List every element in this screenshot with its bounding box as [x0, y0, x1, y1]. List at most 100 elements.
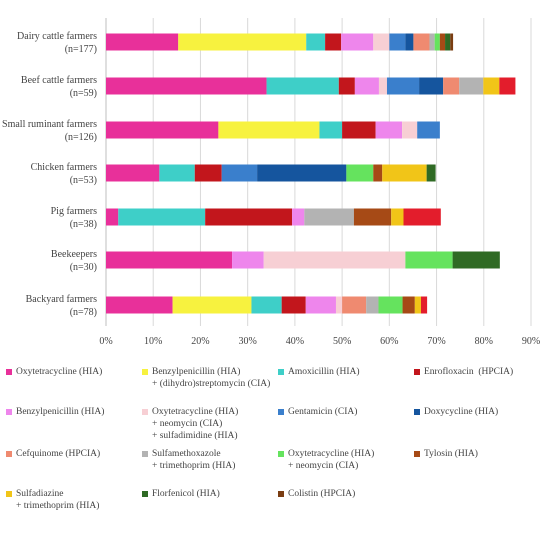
category-label: Beekeepers (n=30): [51, 249, 97, 273]
legend-label: Oxytetracycline (HIA): [16, 367, 103, 377]
legend-item: Sulfamethoxazole + trimethoprim (HIA): [142, 448, 235, 472]
bar-segment: [194, 164, 222, 182]
bar-segment: [292, 208, 305, 226]
legend-label: Oxytetracycline (HIA) + neomycin (CIA): [288, 449, 375, 471]
bar-segment: [118, 208, 206, 226]
bar-segment: [354, 77, 379, 95]
legend-label: Oxytetracycline (HIA) + neomycin (CIA) +…: [152, 407, 239, 441]
bar-segment: [417, 121, 440, 139]
x-tick-label: 10%: [144, 336, 162, 347]
bar-segment: [221, 164, 258, 182]
category-label: Pig farmers (n=38): [51, 206, 97, 230]
x-tick-label: 70%: [427, 336, 445, 347]
bar-segment: [403, 208, 441, 226]
legend-label: Tylosin (HIA): [424, 449, 478, 459]
x-tick-label: 90%: [522, 336, 540, 347]
bar-segment: [106, 33, 179, 51]
bar-segment: [402, 296, 415, 314]
bar-segment: [251, 296, 282, 314]
bar-segment: [159, 164, 195, 182]
bar-segment: [341, 33, 374, 51]
bar-segment: [232, 251, 264, 269]
legend-item: Oxytetracycline (HIA) + neomycin (CIA) +…: [142, 406, 238, 442]
bar-segment: [434, 33, 440, 51]
legend-item: Amoxicillin (HIA): [278, 366, 360, 378]
legend-item: Oxytetracycline (HIA) + neomycin (CIA): [278, 448, 374, 472]
bar-segment: [106, 77, 267, 95]
bar-segment: [305, 296, 336, 314]
legend-swatch: [142, 409, 148, 415]
bar-segment: [335, 296, 343, 314]
legend-label: Gentamicin (CIA): [288, 407, 358, 417]
legend-item: Gentamicin (CIA): [278, 406, 357, 418]
bar-segment: [452, 251, 500, 269]
bars: [106, 33, 516, 314]
x-tick-label: 20%: [191, 336, 209, 347]
legend-item: Florfenicol (HIA): [142, 488, 220, 500]
bar-segment: [499, 77, 516, 95]
legend-label: Florfenicol (HIA): [152, 489, 220, 499]
bar-segment: [373, 164, 383, 182]
bar-segment: [106, 296, 173, 314]
bar-segment: [178, 33, 307, 51]
bar-segment: [266, 77, 339, 95]
legend-label: Amoxicillin (HIA): [288, 367, 360, 377]
legend-item: Doxycycline (HIA): [414, 406, 498, 418]
legend-label: Doxycycline (HIA): [424, 407, 499, 417]
legend-swatch: [414, 451, 420, 457]
legend-swatch: [142, 451, 148, 457]
bar-segment: [366, 296, 379, 314]
bar-segment: [483, 77, 500, 95]
bar-segment: [319, 121, 343, 139]
bar-segment: [420, 296, 428, 314]
bar-segment: [106, 208, 119, 226]
legend-swatch: [6, 369, 12, 375]
bar-segment: [172, 296, 252, 314]
bar-segment: [353, 208, 392, 226]
category-label: Dairy cattle farmers (n=177): [17, 31, 97, 55]
bar-segment: [106, 164, 160, 182]
bar-segment: [405, 251, 453, 269]
stacked-bar-chart: Dairy cattle farmers (n=177) Beef cattle f…: [2, 18, 540, 347]
legend-item: Oxytetracycline (HIA): [6, 366, 102, 378]
bar-segment: [402, 121, 418, 139]
legend-label: Benzylpenicillin (HIA) + (dihydro)strept…: [152, 367, 271, 389]
x-tick-label: 50%: [333, 336, 351, 347]
bar-segment: [443, 77, 460, 95]
bar-segment: [106, 121, 219, 139]
legend-label: Cefquinome (HPCIA): [16, 449, 101, 459]
bar-segment: [373, 33, 390, 51]
legend-item: Benzylpenicillin (HIA): [6, 406, 104, 418]
legend-label: Sulfadiazine + trimethoprim (HIA): [16, 489, 100, 511]
bar-segment: [263, 251, 406, 269]
bar-segment: [106, 251, 233, 269]
category-labels: Dairy cattle farmers (n=177) Beef cattle f…: [2, 31, 97, 318]
bar-segment: [445, 33, 451, 51]
bar-segment: [338, 77, 355, 95]
bar-segment: [378, 296, 403, 314]
x-tick-label: 60%: [380, 336, 398, 347]
bar-segment: [413, 33, 430, 51]
bar-segment: [382, 164, 427, 182]
legend-item: Tylosin (HIA): [414, 448, 478, 460]
category-label: Small ruminant farmers (n=126): [2, 119, 97, 143]
legend-item: Benzylpenicillin (HIA) + (dihydro)strept…: [142, 366, 270, 390]
bar-segment: [375, 121, 403, 139]
bar-segment: [304, 208, 354, 226]
legend-swatch: [278, 491, 284, 497]
bar-segment: [378, 77, 387, 95]
bar-segment: [325, 33, 342, 51]
legend-swatch: [278, 409, 284, 415]
legend-swatch: [414, 409, 420, 415]
legend-item: Colistin (HPCIA): [278, 488, 355, 500]
x-tick-label: 30%: [238, 336, 256, 347]
legend-label: Colistin (HPCIA): [288, 489, 356, 499]
bar-segment: [306, 33, 326, 51]
legend-swatch: [6, 409, 12, 415]
bar-segment: [205, 208, 293, 226]
legend-item: Cefquinome (HPCIA): [6, 448, 100, 460]
legend-item: Enrofloxacin (HPCIA): [414, 366, 513, 378]
bar-segment: [450, 33, 454, 51]
bar-segment: [386, 77, 420, 95]
bar-segment: [429, 33, 435, 51]
